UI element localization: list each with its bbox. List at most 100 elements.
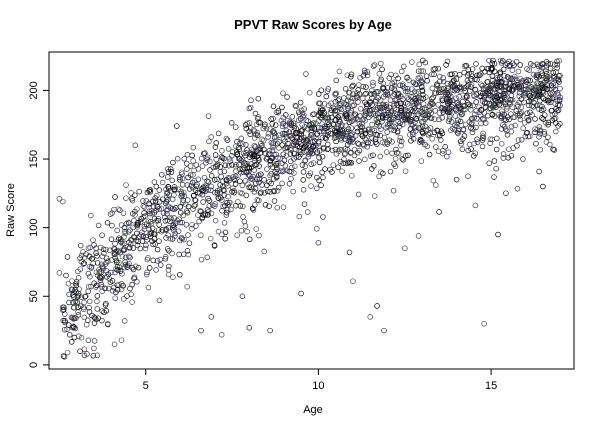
data-point bbox=[254, 197, 261, 203]
data-point bbox=[429, 85, 436, 92]
data-point bbox=[551, 147, 558, 153]
data-point bbox=[265, 130, 272, 137]
data-point bbox=[367, 153, 374, 159]
data-point bbox=[324, 146, 331, 153]
data-point bbox=[318, 106, 324, 112]
data-point bbox=[94, 260, 101, 266]
data-point bbox=[130, 266, 137, 273]
data-point bbox=[548, 82, 555, 89]
data-point bbox=[373, 89, 379, 95]
data-point bbox=[85, 337, 92, 344]
data-point bbox=[169, 177, 175, 184]
data-point bbox=[477, 112, 484, 118]
data-point bbox=[493, 146, 500, 153]
data-point bbox=[415, 68, 422, 74]
data-point bbox=[118, 337, 125, 343]
data-point bbox=[267, 161, 274, 168]
data-point bbox=[402, 245, 408, 251]
data-point bbox=[349, 118, 355, 124]
data-point bbox=[333, 128, 340, 135]
data-point bbox=[503, 117, 509, 123]
data-point bbox=[316, 154, 322, 161]
data-point bbox=[258, 189, 264, 196]
data-point bbox=[536, 134, 542, 140]
data-point bbox=[470, 102, 476, 109]
data-point bbox=[233, 202, 239, 209]
data-point bbox=[276, 132, 282, 138]
data-point bbox=[125, 228, 132, 235]
data-point bbox=[315, 239, 322, 246]
data-point bbox=[99, 253, 106, 260]
data-point bbox=[380, 93, 387, 100]
data-point bbox=[410, 136, 417, 142]
data-point bbox=[205, 113, 212, 119]
data-point bbox=[367, 131, 374, 138]
data-point bbox=[91, 338, 98, 344]
data-point bbox=[464, 93, 470, 99]
data-point bbox=[165, 183, 171, 190]
data-point bbox=[469, 120, 475, 126]
data-point bbox=[412, 96, 418, 102]
data-point bbox=[61, 354, 68, 360]
data-point bbox=[297, 99, 304, 106]
data-point bbox=[126, 244, 133, 251]
data-point bbox=[532, 85, 538, 91]
data-point bbox=[171, 215, 177, 221]
data-point bbox=[420, 57, 426, 64]
data-point bbox=[468, 71, 475, 77]
data-point bbox=[109, 222, 115, 229]
data-point bbox=[124, 293, 130, 299]
data-point bbox=[325, 115, 331, 121]
data-point bbox=[412, 128, 419, 134]
data-point bbox=[408, 138, 414, 144]
data-point bbox=[247, 104, 254, 111]
data-point bbox=[116, 281, 122, 288]
data-point bbox=[285, 140, 291, 147]
data-point bbox=[190, 185, 196, 191]
data-point bbox=[444, 58, 451, 65]
data-point bbox=[418, 138, 425, 144]
data-point bbox=[351, 112, 357, 119]
data-point bbox=[120, 296, 127, 302]
data-point bbox=[243, 150, 249, 156]
data-point bbox=[123, 254, 129, 261]
data-point bbox=[397, 120, 403, 127]
data-point bbox=[224, 137, 231, 143]
data-point bbox=[117, 207, 123, 213]
data-point bbox=[95, 222, 102, 229]
data-point bbox=[222, 162, 229, 169]
y-tick-label: 0 bbox=[28, 362, 40, 368]
data-point bbox=[283, 112, 289, 118]
data-point bbox=[530, 71, 537, 78]
data-point bbox=[362, 117, 368, 124]
data-point bbox=[473, 99, 479, 105]
data-point bbox=[402, 85, 408, 91]
data-point bbox=[313, 120, 319, 126]
data-point bbox=[555, 92, 561, 98]
data-point bbox=[384, 139, 390, 146]
data-point bbox=[98, 261, 105, 268]
data-point bbox=[435, 132, 441, 139]
data-point bbox=[240, 203, 246, 210]
data-point bbox=[187, 163, 194, 169]
data-point bbox=[273, 134, 280, 140]
data-point bbox=[428, 110, 434, 116]
data-point bbox=[457, 88, 464, 95]
data-point bbox=[342, 86, 349, 92]
data-point bbox=[374, 303, 380, 309]
data-point bbox=[370, 79, 376, 86]
data-point bbox=[126, 245, 132, 251]
data-point bbox=[182, 201, 189, 208]
data-point bbox=[354, 90, 360, 96]
data-point bbox=[237, 203, 244, 209]
data-point bbox=[367, 98, 373, 105]
data-point bbox=[83, 321, 90, 328]
data-point bbox=[213, 156, 219, 163]
data-point bbox=[185, 174, 191, 181]
data-point bbox=[226, 177, 233, 184]
data-point bbox=[337, 158, 344, 165]
data-point bbox=[557, 85, 563, 92]
data-point bbox=[327, 130, 334, 137]
data-point bbox=[377, 97, 384, 103]
data-point bbox=[263, 125, 270, 132]
